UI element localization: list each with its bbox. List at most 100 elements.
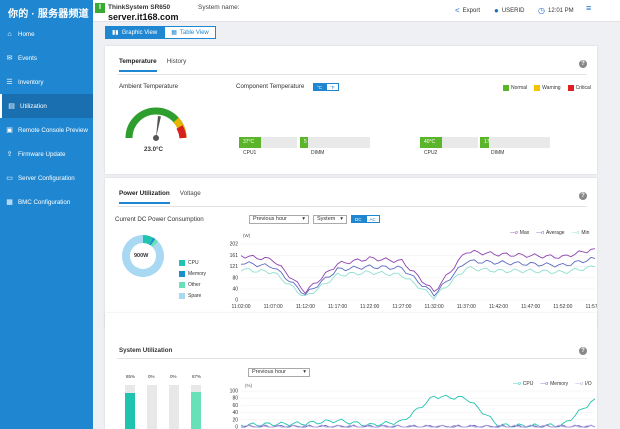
temperature-card: Temperature History ? Ambient Temperatur…	[105, 46, 597, 174]
utilization-period-select[interactable]: Previous hour ▾	[248, 368, 310, 377]
dimm2-temperature-fill: 17	[480, 137, 490, 148]
cpu2-temperature-bar: 40°C	[420, 137, 478, 148]
ambient-gauge	[125, 107, 187, 141]
y-tick-label: 202	[230, 242, 239, 248]
home-icon: ⌂	[7, 30, 12, 38]
inventory-icon: ☰	[6, 79, 13, 86]
power-card: Power Utilization Voltage ? Current DC P…	[105, 178, 597, 328]
help-icon[interactable]: ?	[579, 60, 587, 68]
clock: ◷ 12:01 PM	[538, 6, 574, 15]
y-tick-label: 100	[230, 389, 239, 395]
tab-voltage[interactable]: Voltage	[179, 190, 201, 197]
y-tick-label: 121	[230, 264, 239, 270]
chart-icon: ▮▮	[112, 30, 119, 36]
sidebar-item-label: Utilization	[20, 102, 47, 110]
utilization-bar-fill	[125, 392, 135, 429]
legend-normal: Normal	[503, 85, 527, 91]
chevron-down-icon: ▾	[302, 216, 305, 222]
sidebar-item-utilization[interactable]: ▤ Utilization	[0, 94, 93, 118]
user-menu[interactable]: ● USERID	[494, 6, 525, 15]
cpu1-label: CPU1	[243, 150, 257, 156]
legend-critical: Critical	[567, 85, 591, 91]
table-view-tab[interactable]: ▦ Table View	[164, 26, 216, 39]
sidebar-item-label: Inventory	[18, 78, 44, 86]
utilization-value-io: 0%	[170, 374, 177, 379]
y-tick-label: 80	[232, 396, 238, 402]
legend-io: —o I/O	[575, 381, 592, 387]
power-scope-select[interactable]: System ▾	[313, 215, 347, 224]
legend-min: —o Min	[571, 230, 590, 236]
export-button[interactable]: < Export	[455, 6, 481, 15]
top-bar: 你的 · 服务器频道 I ThinkSystem SR650 server.it…	[0, 0, 620, 22]
system-utilization-title: System Utilization	[119, 347, 173, 354]
sidebar: ⌂ Home ✉ Events ☰ Inventory ▤ Utilization ▣ Remot…	[0, 22, 93, 429]
y-tick-label: 60	[232, 403, 238, 409]
component-temperature-label: Component Temperature	[236, 83, 305, 90]
dimm2-temperature-bar: 17	[480, 137, 550, 148]
sidebar-item-remote-console-preview[interactable]: ▣ Remote Console Preview	[0, 118, 93, 142]
y-tick-label: 80	[232, 275, 238, 281]
sidebar-item-label: Server Configuration	[18, 174, 75, 182]
donut-slice-cpu	[142, 235, 154, 245]
dimm1-temperature-fill: 5	[300, 137, 308, 148]
power-donut-chart	[122, 235, 164, 277]
utilization-bar-fill	[191, 391, 201, 429]
graphic-view-tab[interactable]: ▮▮ Graphic View	[105, 26, 165, 39]
sidebar-item-label: Remote Console Preview	[18, 126, 88, 134]
tab-temperature[interactable]: Temperature	[119, 58, 157, 72]
divider	[117, 74, 587, 75]
divider	[117, 358, 587, 359]
dimm2-label: DIMM	[491, 150, 505, 156]
power-unit-label: (W)	[243, 233, 251, 238]
legend-cpu: —o CPU	[513, 381, 534, 387]
series-line-average	[240, 256, 596, 297]
sidebar-item-label: Home	[18, 30, 35, 38]
x-tick-label: 11:32:00	[425, 304, 444, 310]
view-tabs: ▮▮ Graphic View ▦ Table View	[105, 26, 216, 39]
help-icon[interactable]: ?	[579, 347, 587, 355]
table-icon: ▦	[171, 30, 177, 36]
help-icon[interactable]: ?	[579, 192, 587, 200]
celsius-button[interactable]: °C	[313, 83, 327, 91]
main-content: ▮▮ Graphic View ▦ Table View Temperature H…	[93, 22, 620, 429]
donut-slice-spare	[122, 235, 164, 277]
temperature-unit-toggle: °C °F	[313, 83, 339, 91]
y-tick-label: 40	[232, 410, 238, 416]
x-tick-label: 11:42:00	[489, 304, 508, 310]
x-tick-label: 11:12:00	[296, 304, 315, 310]
utilization-chart-legend: —o CPU —o Memory —o I/O	[513, 381, 592, 387]
sidebar-item-bmc-configuration[interactable]: ▦ BMC Configuration	[0, 190, 93, 214]
ambient-temperature-value: 23.0°C	[144, 146, 163, 153]
menu-icon[interactable]: ≡	[586, 3, 592, 13]
product-logo-icon: I	[95, 3, 105, 13]
power-tabs: Power Utilization Voltage	[119, 190, 201, 204]
power-line-chart: 202 161 121 80 40 011:02:00 11:07:00 11:12:00 11…	[230, 242, 597, 311]
donut-legend-spare: Spare	[179, 293, 201, 299]
x-tick-label: 11:57:00	[585, 304, 597, 310]
power-type-toggle: DC AC	[351, 215, 380, 223]
donut-slice-other	[150, 239, 159, 248]
events-icon: ✉	[6, 55, 13, 62]
sidebar-item-firmware-update[interactable]: ⇪ Firmware Update	[0, 142, 93, 166]
donut-legend-memory: Memory	[179, 271, 206, 277]
tab-power-utilization[interactable]: Power Utilization	[119, 190, 170, 204]
utilization-line-chart: 10080604020011:02:0011:07:0011:12:0011:1…	[230, 389, 596, 429]
fahrenheit-button[interactable]: °F	[326, 83, 339, 91]
watermark-title: 你的 · 服务器频道	[8, 9, 89, 20]
sidebar-item-events[interactable]: ✉ Events	[0, 46, 93, 70]
legend-average: —o Average	[536, 230, 565, 236]
product-name: ThinkSystem SR650	[108, 4, 171, 11]
sidebar-item-inventory[interactable]: ☰ Inventory	[0, 70, 93, 94]
x-tick-label: 11:27:00	[392, 304, 411, 310]
donut-slice-memory	[149, 237, 156, 246]
utilization-value-cpu: 85%	[126, 374, 136, 379]
sidebar-item-home[interactable]: ⌂ Home	[0, 22, 93, 46]
ac-button[interactable]: AC	[365, 215, 380, 223]
donut-legend-other: Other	[179, 282, 201, 288]
sidebar-item-server-configuration[interactable]: ▭ Server Configuration	[0, 166, 93, 190]
cpu1-temperature-fill: 37°C	[239, 137, 261, 148]
tab-history[interactable]: History	[166, 58, 187, 65]
watermark-url: server.it168.com	[108, 12, 179, 22]
power-period-select[interactable]: Previous hour ▾	[249, 215, 309, 224]
dc-button[interactable]: DC	[351, 215, 366, 223]
